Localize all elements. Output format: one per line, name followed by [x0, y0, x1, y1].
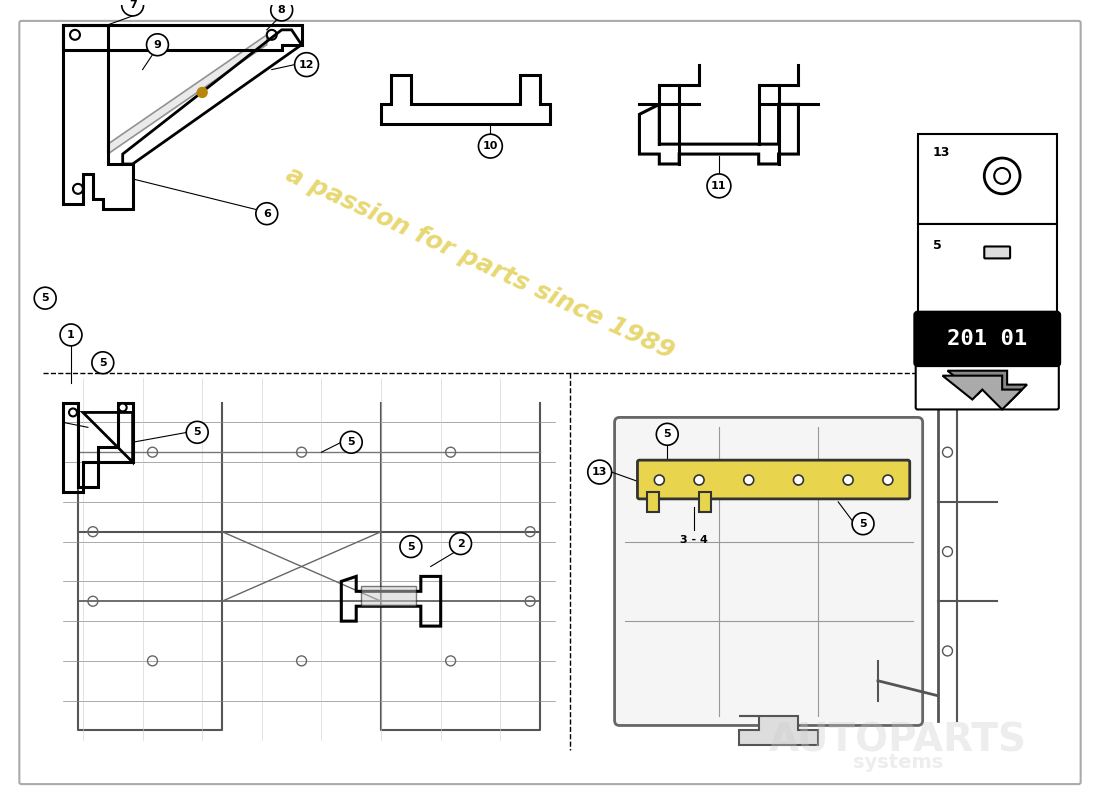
- Text: 12: 12: [299, 60, 315, 70]
- Circle shape: [34, 287, 56, 309]
- Text: 5: 5: [663, 430, 671, 439]
- FancyBboxPatch shape: [648, 492, 659, 512]
- Circle shape: [694, 475, 704, 485]
- Text: 6: 6: [263, 209, 271, 218]
- FancyBboxPatch shape: [915, 312, 1059, 366]
- Text: 1: 1: [67, 330, 75, 340]
- Polygon shape: [947, 370, 1027, 405]
- Circle shape: [146, 34, 168, 56]
- Text: 7: 7: [129, 0, 136, 10]
- Text: 5: 5: [194, 427, 201, 438]
- Circle shape: [883, 475, 893, 485]
- Circle shape: [587, 460, 612, 484]
- Circle shape: [478, 134, 503, 158]
- Circle shape: [197, 87, 207, 98]
- Text: 13: 13: [592, 467, 607, 477]
- Text: AUTOPARTS: AUTOPARTS: [769, 722, 1026, 759]
- Circle shape: [450, 533, 472, 554]
- Circle shape: [60, 324, 81, 346]
- Text: 5: 5: [42, 293, 50, 303]
- Text: 5: 5: [859, 518, 867, 529]
- FancyBboxPatch shape: [20, 21, 1080, 784]
- Text: 2: 2: [456, 538, 464, 549]
- FancyBboxPatch shape: [638, 460, 910, 499]
- Text: 8: 8: [278, 5, 286, 15]
- Text: 13: 13: [933, 146, 950, 158]
- Circle shape: [69, 409, 77, 417]
- Circle shape: [122, 0, 144, 16]
- Polygon shape: [108, 35, 267, 154]
- Text: 10: 10: [483, 141, 498, 151]
- Circle shape: [256, 202, 277, 225]
- Polygon shape: [361, 586, 416, 606]
- Text: a passion for parts since 1989: a passion for parts since 1989: [283, 162, 679, 364]
- Text: 5: 5: [348, 438, 355, 447]
- Circle shape: [707, 174, 730, 198]
- Circle shape: [119, 403, 126, 411]
- Text: 11: 11: [712, 181, 727, 191]
- FancyBboxPatch shape: [615, 418, 923, 726]
- Circle shape: [340, 431, 362, 453]
- Circle shape: [657, 423, 679, 446]
- Circle shape: [654, 475, 664, 485]
- FancyBboxPatch shape: [915, 361, 1059, 410]
- Text: 5: 5: [407, 542, 415, 551]
- Circle shape: [852, 513, 874, 534]
- Text: 3 - 4: 3 - 4: [680, 534, 708, 545]
- Circle shape: [271, 0, 293, 21]
- Circle shape: [186, 422, 208, 443]
- Text: 9: 9: [154, 40, 162, 50]
- Circle shape: [295, 53, 319, 77]
- Bar: [917, 134, 1057, 224]
- FancyBboxPatch shape: [984, 246, 1010, 258]
- Circle shape: [844, 475, 854, 485]
- Polygon shape: [739, 715, 818, 746]
- Text: 5: 5: [933, 239, 942, 252]
- Circle shape: [744, 475, 754, 485]
- Text: systems: systems: [852, 753, 943, 772]
- FancyBboxPatch shape: [700, 492, 711, 512]
- Text: 5: 5: [99, 358, 107, 368]
- Circle shape: [793, 475, 803, 485]
- Polygon shape: [943, 376, 1022, 410]
- Bar: [917, 224, 1057, 313]
- Text: 201 01: 201 01: [947, 329, 1027, 349]
- Circle shape: [400, 536, 421, 558]
- Circle shape: [92, 352, 113, 374]
